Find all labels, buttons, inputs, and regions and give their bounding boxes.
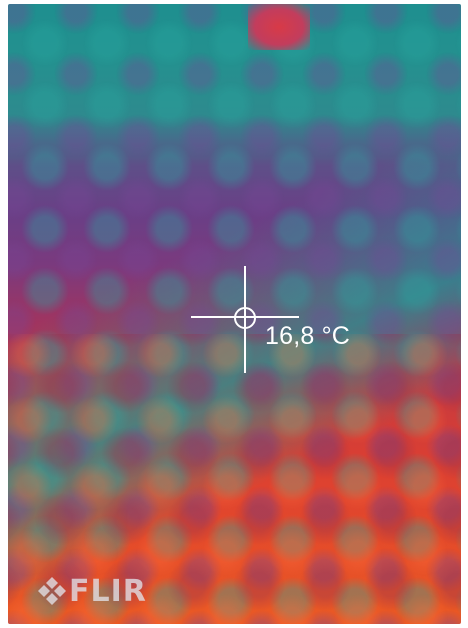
flir-diamond-logo-icon <box>38 577 66 605</box>
flir-logo-text: FLIR <box>69 573 147 609</box>
thermal-image: 16,8 °C FLIR <box>8 4 461 624</box>
hotspot-top <box>248 4 310 50</box>
thermal-texture-lower <box>8 334 461 624</box>
crosshair-center-ring-icon <box>234 307 256 329</box>
flir-logo: FLIR <box>37 572 147 610</box>
spot-temperature-readout: 16,8 °C <box>265 322 351 350</box>
